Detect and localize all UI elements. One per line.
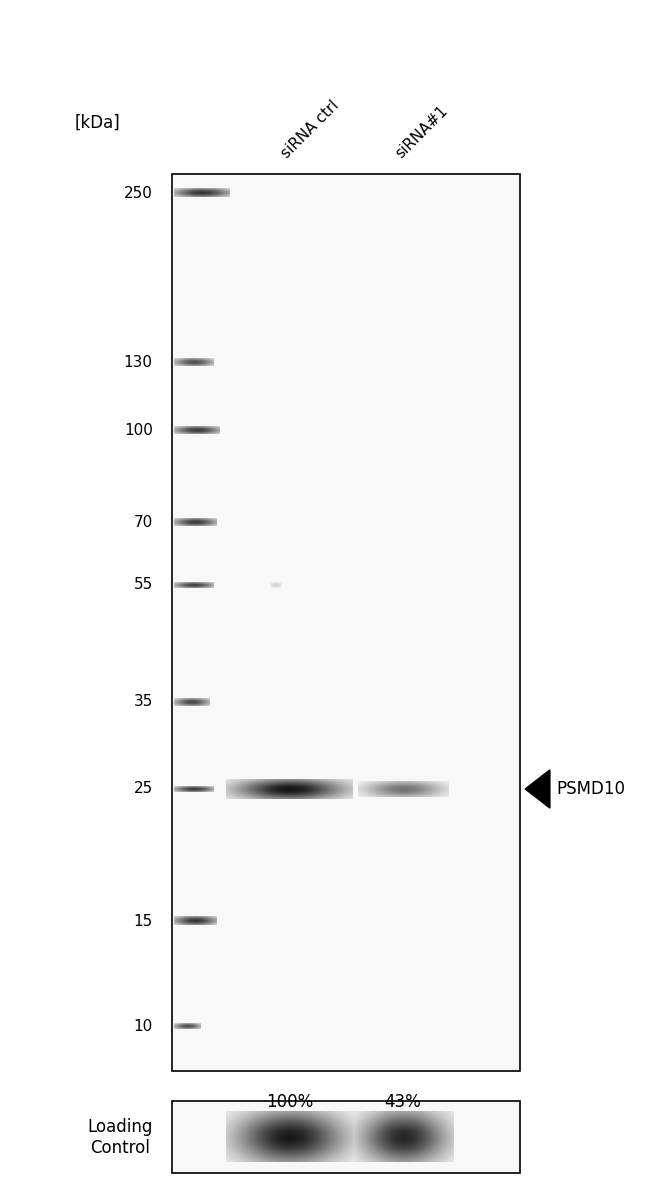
Text: PSMD10: PSMD10 [556,780,625,798]
Text: 15: 15 [133,913,153,929]
Text: siRNA ctrl: siRNA ctrl [279,98,342,162]
Text: 43%: 43% [385,1093,421,1111]
Text: 250: 250 [124,186,153,201]
Text: 100%: 100% [266,1093,313,1111]
Text: 70: 70 [133,515,153,530]
Polygon shape [525,770,550,808]
Text: Loading
Control: Loading Control [87,1118,153,1156]
Text: 130: 130 [124,356,153,370]
Text: [kDa]: [kDa] [75,114,120,132]
Text: 10: 10 [133,1019,153,1033]
Bar [172,174,520,1071]
Text: 25: 25 [133,782,153,796]
Text: 55: 55 [133,577,153,593]
Bar [172,1101,520,1173]
Text: 35: 35 [133,694,153,710]
Text: siRNA#1: siRNA#1 [393,104,450,162]
Text: 100: 100 [124,423,153,438]
